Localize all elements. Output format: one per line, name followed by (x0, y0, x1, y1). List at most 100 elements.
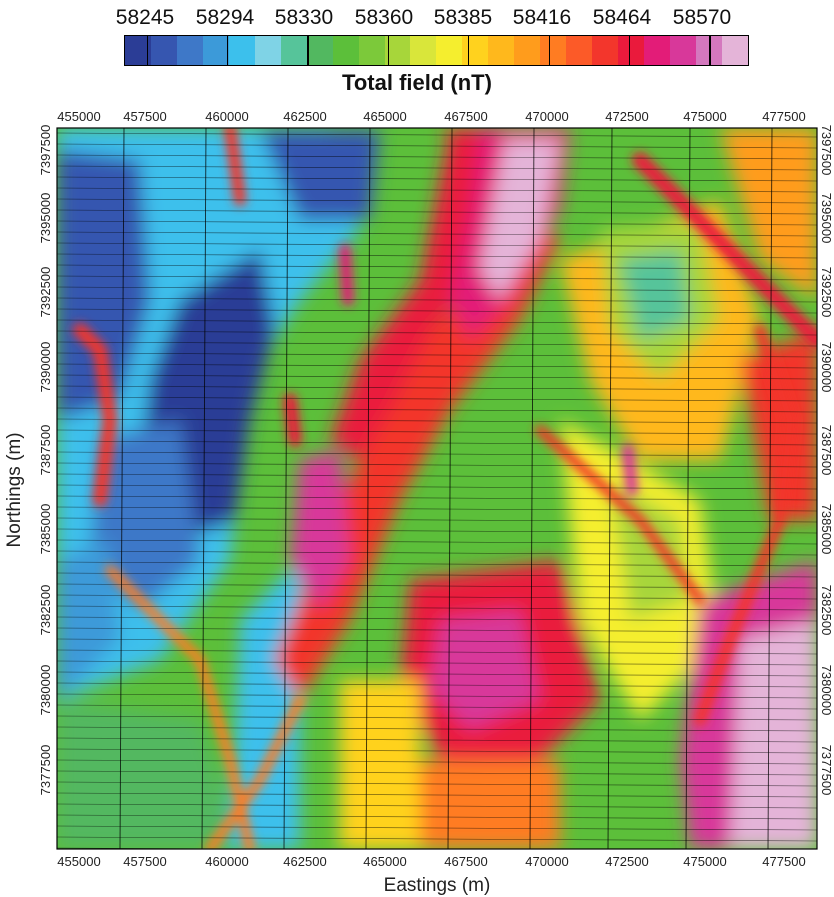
flight-line (57, 341, 817, 347)
colorbar-tick (146, 36, 148, 65)
flight-line (57, 495, 817, 501)
flight-line (57, 748, 817, 754)
flight-line (57, 231, 817, 237)
tie-line (201, 128, 207, 849)
flight-line (57, 385, 817, 391)
y-tick-label-right: 7397500 (819, 125, 834, 176)
y-tick-label-left: 7387500 (38, 425, 53, 476)
y-tick-label-left: 7380000 (38, 665, 53, 716)
y-tick-label-left: 7377500 (38, 745, 53, 796)
flight-line (57, 396, 817, 402)
colorbar-swatch (176, 36, 203, 65)
flight-line (57, 506, 817, 512)
flight-line (57, 363, 817, 369)
flight-line (57, 308, 817, 314)
y-axis-left: 7397500 7395000 7392500 7390000 7387500 … (38, 125, 53, 796)
flight-line (57, 704, 817, 710)
x-tick-label-top: 460000 (205, 109, 248, 124)
flight-line (57, 561, 817, 567)
flight-line (57, 583, 817, 589)
y-tick-label-left: 7390000 (38, 342, 53, 393)
colorbar-swatch (410, 36, 437, 65)
y-tick-label-right: 7387500 (819, 425, 834, 476)
flight-line (57, 440, 817, 446)
flight-line (57, 671, 817, 677)
colorbar-swatch (462, 36, 489, 65)
flight-line (57, 616, 817, 622)
flight-line (57, 451, 817, 457)
x-tick-label-bottom: 457500 (123, 854, 166, 869)
y-tick-label-right: 7390000 (819, 342, 834, 393)
tie-line (283, 128, 289, 849)
colorbar-swatch (540, 36, 567, 65)
map-raster (57, 128, 817, 849)
flight-line (57, 517, 817, 523)
flight-line (57, 770, 817, 776)
x-tick-label-top: 470000 (525, 109, 568, 124)
x-tick-label-bottom: 477500 (762, 854, 805, 869)
x-tick-label-top: 475000 (683, 109, 726, 124)
flight-line (57, 638, 817, 644)
tie-lines (119, 128, 773, 849)
colorbar-swatch (436, 36, 463, 65)
flight-line (57, 187, 817, 193)
flight-line (57, 418, 817, 424)
legend-value: 58330 (274, 6, 334, 29)
y-tick-label-left: 7385000 (38, 504, 53, 555)
flight-line (57, 154, 817, 160)
legend-value: 58570 (672, 6, 732, 29)
x-tick-label-bottom: 462500 (283, 854, 326, 869)
flight-line (57, 737, 817, 743)
y-tick-label-right: 7382500 (819, 585, 834, 636)
flight-line (57, 242, 817, 248)
flight-line (57, 352, 817, 358)
flight-line (57, 429, 817, 435)
flight-line (57, 605, 817, 611)
y-tick-label-right: 7380000 (819, 665, 834, 716)
x-axis-top: 455000 457500 460000 462500 465000 46750… (57, 109, 805, 124)
colorbar-tick (387, 36, 390, 65)
flight-line (57, 803, 817, 809)
colorbar-tick (709, 36, 711, 65)
colorbar-swatch (618, 36, 645, 65)
flight-line (57, 319, 817, 325)
x-tick-label-top: 462500 (283, 109, 326, 124)
flight-line (57, 297, 817, 303)
colorbar (124, 35, 749, 66)
flight-line (57, 594, 817, 600)
legend-value: 58385 (433, 6, 493, 29)
y-tick-label-right: 7395000 (819, 193, 834, 244)
y-tick-label-left: 7397500 (38, 125, 53, 176)
x-tick-label-bottom: 470000 (525, 854, 568, 869)
colorbar-swatch (254, 36, 281, 65)
y-tick-label-left: 7392500 (38, 267, 53, 318)
flight-line (57, 275, 817, 281)
colorbar-tick (307, 36, 309, 65)
colorbar-swatch (514, 36, 541, 65)
y-tick-label-right: 7377500 (819, 745, 834, 796)
legend-title: Total field (nT) (342, 70, 492, 95)
flight-line (57, 473, 817, 479)
x-tick-label-top: 457500 (123, 109, 166, 124)
flight-line (57, 539, 817, 545)
tie-line (767, 128, 773, 849)
flight-line (57, 330, 817, 336)
tie-line (529, 128, 535, 849)
flight-line (57, 253, 817, 259)
x-axis-title: Eastings (m) (384, 875, 491, 896)
flight-line (57, 220, 817, 226)
flight-line (57, 550, 817, 556)
flight-line (57, 198, 817, 204)
y-tick-label-left: 7382500 (38, 585, 53, 636)
colorbar-swatch (670, 36, 696, 65)
legend-value: 58464 (592, 6, 652, 29)
flight-line (57, 693, 817, 699)
legend-value: 58245 (115, 6, 175, 29)
flight-line (57, 407, 817, 413)
legend-value: 58360 (354, 6, 414, 29)
flight-line (57, 165, 817, 171)
y-axis-title: Northings (m) (4, 432, 25, 547)
x-tick-label-bottom: 460000 (205, 854, 248, 869)
flight-line (57, 627, 817, 633)
